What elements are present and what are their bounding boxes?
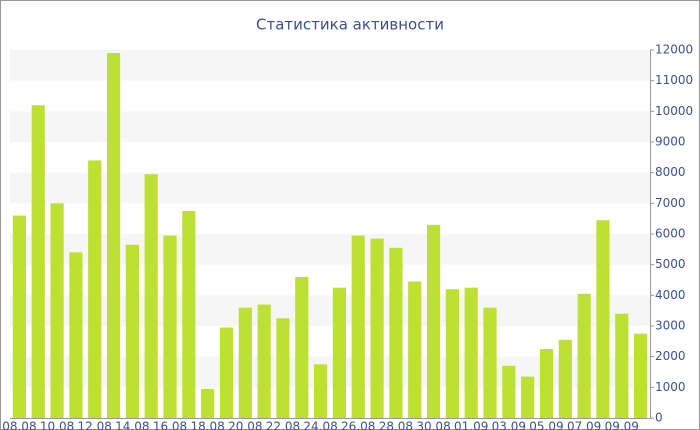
bar: [464, 287, 478, 418]
x-tick-label: 26.08: [341, 420, 375, 430]
x-tick-label: 14.08: [115, 420, 149, 430]
bar: [483, 307, 497, 418]
bar: [634, 333, 648, 418]
bar: [106, 53, 121, 419]
bar: [238, 307, 252, 418]
grid-band: [10, 234, 650, 265]
bar: [125, 244, 139, 418]
x-tick-label: 24.08: [303, 420, 337, 430]
bar: [12, 215, 26, 418]
y-tick-label: 3000: [655, 319, 686, 333]
bar: [182, 211, 196, 418]
y-tick-label: 10000: [655, 104, 693, 118]
bar: [615, 313, 629, 418]
bar: [219, 327, 234, 418]
y-tick-label: 7000: [655, 196, 686, 210]
bar: [295, 276, 309, 418]
chart-title: Статистика активности: [256, 16, 444, 34]
y-tick-label: 8000: [655, 165, 686, 179]
y-tick-label: 6000: [655, 227, 686, 241]
y-tick-label: 11000: [655, 73, 693, 87]
bar: [201, 388, 215, 418]
bar: [50, 203, 64, 418]
bar: [521, 376, 535, 418]
x-tick-label: 07.09: [567, 420, 601, 430]
bar: [257, 304, 271, 418]
x-tick-label: 16.08: [153, 420, 187, 430]
y-tick-label: 9000: [655, 135, 686, 149]
bar: [163, 235, 177, 418]
x-tick-label: 28.08: [379, 420, 413, 430]
bar: [389, 247, 403, 418]
x-tick-label: 01.09: [454, 420, 488, 430]
y-tick-label: 0: [655, 411, 663, 425]
bar: [577, 293, 591, 418]
x-tick-label: 08.08: [2, 420, 36, 430]
bar: [502, 365, 516, 418]
bar: [88, 160, 102, 418]
x-tick-label: 05.09: [529, 420, 563, 430]
x-tick-label: 18.08: [190, 420, 224, 430]
bar: [445, 289, 459, 418]
bar: [144, 174, 158, 418]
y-tick-label: 5000: [655, 257, 686, 271]
grid-band: [10, 356, 650, 388]
grid-band: [10, 172, 650, 204]
bar: [408, 281, 422, 418]
x-tick-label: 03.09: [492, 420, 526, 430]
grid-band: [10, 50, 650, 81]
bar: [276, 318, 290, 418]
y-tick-label: 4000: [655, 288, 686, 302]
x-tick-label: 20.08: [228, 420, 262, 430]
bar: [426, 224, 441, 418]
bar: [539, 349, 554, 418]
x-tick-label: 09.09: [605, 420, 639, 430]
bar: [558, 339, 572, 418]
bar: [31, 105, 45, 418]
x-tick-label: 30.08: [416, 420, 450, 430]
bar: [314, 364, 328, 418]
bar: [370, 238, 384, 418]
bar: [332, 287, 346, 418]
y-tick-label: 12000: [655, 43, 693, 57]
x-tick-label: 10.08: [40, 420, 74, 430]
bar: [351, 235, 365, 418]
y-tick-label: 1000: [655, 380, 686, 394]
x-tick-label: 22.08: [266, 420, 300, 430]
grid-band: [10, 295, 650, 326]
bar: [69, 252, 83, 418]
y-tick-label: 2000: [655, 349, 686, 363]
grid-band: [10, 111, 650, 142]
bar: [596, 220, 610, 418]
x-tick-label: 12.08: [78, 420, 112, 430]
